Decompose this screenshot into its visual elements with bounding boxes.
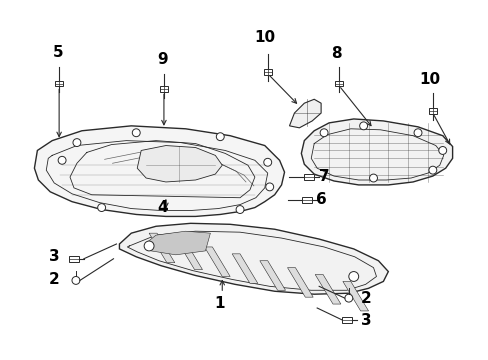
Polygon shape (342, 282, 368, 311)
Circle shape (265, 183, 273, 191)
Bar (304, 174, 314, 180)
Polygon shape (287, 267, 313, 297)
Circle shape (438, 147, 446, 154)
Polygon shape (289, 99, 321, 128)
Circle shape (359, 122, 367, 130)
Circle shape (413, 129, 421, 137)
Circle shape (369, 174, 377, 182)
Bar (334, 81, 342, 86)
Circle shape (58, 156, 66, 164)
Text: 10: 10 (254, 30, 275, 45)
Bar (55, 81, 63, 86)
Text: 3: 3 (49, 249, 60, 264)
Bar (160, 86, 167, 93)
Circle shape (236, 206, 244, 213)
Bar (341, 317, 351, 323)
Polygon shape (137, 145, 222, 182)
Circle shape (72, 276, 80, 284)
Circle shape (132, 129, 140, 137)
Polygon shape (259, 261, 285, 290)
Text: 1: 1 (214, 296, 224, 311)
Circle shape (216, 133, 224, 141)
Polygon shape (146, 231, 210, 255)
Polygon shape (315, 275, 340, 304)
Polygon shape (204, 247, 230, 276)
Circle shape (344, 294, 352, 302)
Bar (263, 69, 271, 75)
Circle shape (320, 129, 327, 137)
Circle shape (73, 139, 81, 147)
Text: 10: 10 (418, 72, 440, 87)
Circle shape (98, 204, 105, 212)
Polygon shape (177, 240, 202, 270)
Bar (302, 197, 311, 203)
Bar (428, 108, 436, 114)
Circle shape (348, 271, 358, 282)
Polygon shape (119, 223, 387, 294)
Text: 2: 2 (49, 272, 60, 287)
Polygon shape (232, 254, 257, 283)
Text: 5: 5 (53, 45, 63, 59)
Text: 2: 2 (361, 291, 371, 306)
Polygon shape (34, 126, 284, 216)
Text: 6: 6 (315, 192, 326, 207)
Text: 4: 4 (157, 200, 168, 215)
Bar (69, 256, 79, 262)
Polygon shape (301, 119, 452, 185)
Polygon shape (149, 233, 174, 263)
Text: 3: 3 (361, 313, 371, 328)
Text: 8: 8 (330, 46, 341, 62)
Circle shape (144, 241, 154, 251)
Text: 9: 9 (157, 53, 168, 67)
Text: 7: 7 (318, 168, 329, 184)
Circle shape (428, 166, 436, 174)
Circle shape (263, 158, 271, 166)
